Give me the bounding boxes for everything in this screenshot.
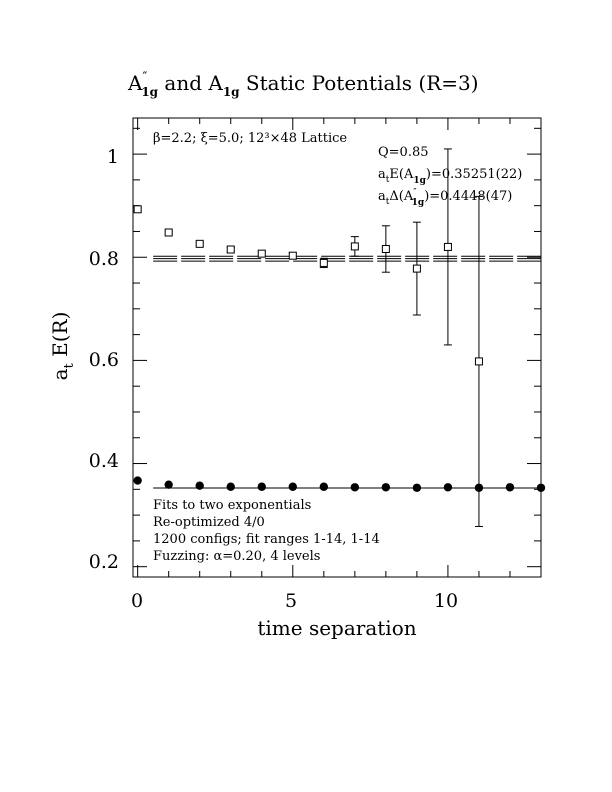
series-a-1g [133,476,546,492]
note-line-2: Re-optimized 4/0 [153,515,265,530]
x-tick-labels: 0 5 10 [131,590,458,612]
note-line-3: 1200 configs; fit ranges 1-14, 1-14 [153,532,380,547]
data-point [133,205,142,214]
y-tick-labels: 1 0.8 0.6 0.4 0.2 [89,146,119,573]
x-tick-label-0: 0 [131,590,143,612]
data-point [195,481,204,490]
data-point [412,483,422,492]
data-point [536,483,546,492]
y-axis-title: at E(R) [48,312,77,381]
data-point [319,258,328,267]
y-tick-label-1: 1 [107,146,119,168]
note-line-1: Fits to two exponentials [153,498,311,513]
axis-ticks [133,118,542,577]
data-point [381,483,391,492]
data-point [505,483,515,492]
data-point [443,483,453,492]
data-point [350,242,359,251]
data-point [474,483,484,492]
data-point [226,245,235,254]
data-point [257,482,266,491]
data-point [288,251,297,260]
fit-q-value: Q=0.85 [378,145,429,160]
y-tick-label-0-8: 0.8 [89,248,119,270]
plot-frame [132,117,542,578]
y-tick-label-0-2: 0.2 [89,551,119,573]
data-point [288,482,297,491]
data-point [195,239,204,248]
y-tick-label-0-6: 0.6 [89,349,119,371]
data-point [443,242,452,251]
fit-lines [153,255,541,489]
fit-gap: atΔ(A″ 1g)=0.4448(47) [378,188,512,208]
x-tick-label-10: 10 [434,590,458,612]
bottom-notes: Fits to two exponentials Re-optimized 4/… [153,498,380,564]
x-tick-label-5: 5 [285,590,297,612]
data-point [164,228,173,237]
data-point [164,480,173,489]
chart-title: A″ 1g and A1g Static Potentials (R=3) [127,70,479,99]
data-point [350,483,360,492]
data-series [133,148,546,527]
data-point [319,482,329,491]
data-point [257,249,266,258]
x-axis-title: time separation [257,616,416,640]
data-point [474,357,483,366]
fit-energy: atE(A1g)=0.35251(22) [378,167,522,186]
y-tick-label-0-4: 0.4 [89,450,119,472]
data-point [412,264,421,273]
data-point [133,476,142,485]
lattice-annotation: β=2.2; ξ=5.0; 12³×48 Lattice [153,131,347,146]
data-point [381,244,390,253]
note-line-4: Fuzzing: α=0.20, 4 levels [153,549,320,564]
data-point [226,482,235,491]
series-a-double-prime-1g [133,148,483,527]
